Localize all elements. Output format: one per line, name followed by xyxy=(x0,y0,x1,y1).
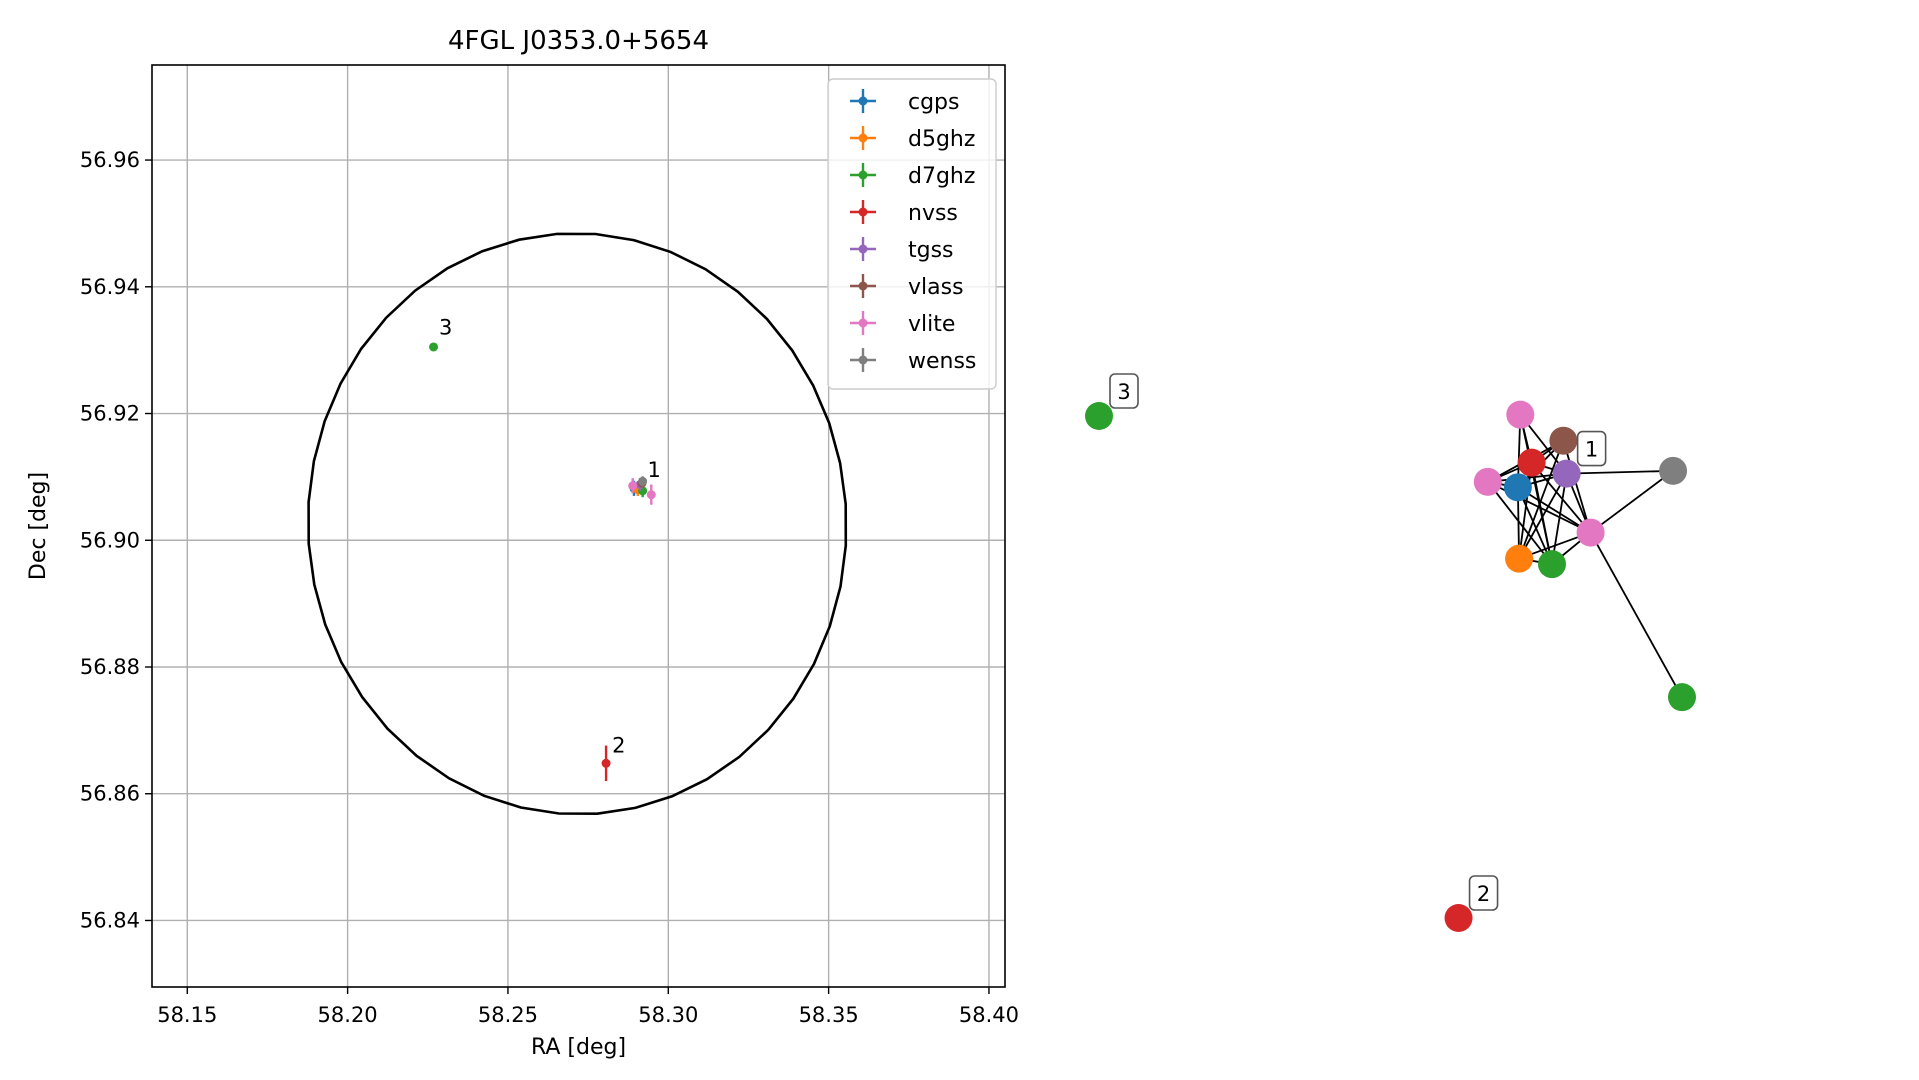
graph-label-box xyxy=(1468,875,1499,911)
y-tick-label: 56.96 xyxy=(80,148,140,172)
network-graph: 1 2 3 xyxy=(1085,373,1696,932)
x-tick-label: 58.30 xyxy=(638,1003,698,1027)
y-tick-label: 56.84 xyxy=(80,908,140,932)
graph-node-vlite_b xyxy=(1473,467,1502,496)
legend-label-tgss: tgss xyxy=(908,238,954,263)
legend: cgps d5ghz d7ghz nvss tgss vlass vlite wenss xyxy=(827,78,997,390)
graph-edge xyxy=(1518,440,1565,559)
legend-label-nvss: nvss xyxy=(908,201,958,226)
point-wenss xyxy=(638,476,648,486)
x-axis-ticks: 58.15 58.20 58.25 58.30 58.35 58.40 xyxy=(157,987,1019,1027)
point-vlite xyxy=(628,481,638,491)
x-tick-label: 58.15 xyxy=(157,1003,217,1027)
x-tick-label: 58.20 xyxy=(318,1003,378,1027)
graph-label-box xyxy=(1576,430,1607,467)
legend-label-d5ghz: d5ghz xyxy=(908,127,975,152)
legend-marker-nvss xyxy=(858,207,868,217)
legend-label-vlite: vlite xyxy=(908,312,955,337)
graph-node-nvss_c xyxy=(1517,448,1546,477)
chart-title: 4FGL J0353.0+5654 xyxy=(448,26,709,56)
x-tick-label: 58.25 xyxy=(478,1003,538,1027)
y-tick-label: 56.94 xyxy=(80,275,140,299)
legend-marker-vlite xyxy=(858,318,868,328)
graph-edge xyxy=(1518,473,1568,560)
y-axis-ticks: 56.84 56.86 56.88 56.90 56.92 56.94 56.96 xyxy=(80,148,152,932)
legend-marker-d5ghz xyxy=(858,133,868,143)
graph-node-tgss xyxy=(1552,459,1581,488)
graph-node-d7ghz_a xyxy=(1537,550,1566,579)
legend-marker-cgps xyxy=(858,96,868,106)
point-nvss xyxy=(601,758,611,768)
y-tick-label: 56.90 xyxy=(80,528,140,552)
legend-marker-tgss xyxy=(858,244,868,254)
legend-marker-vlass xyxy=(858,281,868,291)
y-tick-label: 56.92 xyxy=(80,402,140,426)
graph-node-nvss_2 xyxy=(1444,904,1473,932)
y-tick-label: 56.86 xyxy=(80,782,140,806)
legend-label-wenss: wenss xyxy=(908,349,976,374)
graph-edge xyxy=(1589,532,1683,698)
graph-edge xyxy=(1487,481,1591,534)
plot-frame xyxy=(151,64,1006,988)
graph-edge xyxy=(1551,473,1568,565)
legend-box xyxy=(827,78,997,390)
graph-node-vlite_c xyxy=(1576,518,1605,547)
graph-node-d7ghz_b xyxy=(1668,683,1696,712)
scatter-plot: 4FGL J0353.0+5654 123 58.15 58.20 58.25 58.… xyxy=(26,26,1019,1060)
source-annotations: 1 2 3 xyxy=(439,315,661,757)
graph-label-2: 2 xyxy=(1477,882,1490,906)
graph-edge xyxy=(1590,470,1674,534)
graph-label-3: 3 xyxy=(1117,380,1130,404)
annotation-2: 2 xyxy=(612,734,625,758)
x-tick-label: 58.35 xyxy=(799,1003,859,1027)
graph-edge xyxy=(1517,486,1592,534)
annotation-1: 1 xyxy=(647,458,660,482)
point-vlite xyxy=(646,490,656,500)
graph-node-vlite_a xyxy=(1506,400,1535,429)
legend-marker-d7ghz xyxy=(858,170,868,180)
legend-label-cgps: cgps xyxy=(908,90,960,115)
point-d7ghz xyxy=(429,342,439,352)
y-tick-label: 56.88 xyxy=(80,655,140,679)
legend-label-vlass: vlass xyxy=(908,275,964,300)
graph-node-wenss xyxy=(1659,456,1688,485)
graph-edge xyxy=(1562,440,1592,533)
graph-edge xyxy=(1518,462,1533,559)
legend-marker-wenss xyxy=(858,355,868,365)
ellipse-outline xyxy=(307,232,848,816)
y-axis-label: Dec [deg] xyxy=(26,472,51,580)
graph-label-box xyxy=(1109,373,1139,409)
graph-edge xyxy=(1566,469,1674,475)
localization-ellipse xyxy=(307,232,848,816)
graph-node-labels: 1 2 3 xyxy=(1109,373,1607,911)
annotation-3: 3 xyxy=(439,315,452,339)
graph-nodes xyxy=(1085,400,1696,932)
x-axis-label: RA [deg] xyxy=(531,1035,626,1060)
graph-edge xyxy=(1530,462,1592,534)
legend-label-d7ghz: d7ghz xyxy=(908,164,975,189)
graph-label-1: 1 xyxy=(1585,438,1598,462)
graph-node-cgps xyxy=(1503,473,1532,502)
graph-node-vlass xyxy=(1549,426,1578,455)
graph-node-d7ghz_3 xyxy=(1085,402,1113,430)
x-tick-label: 58.40 xyxy=(959,1003,1019,1027)
data-points xyxy=(429,342,656,782)
graph-node-d5ghz xyxy=(1505,544,1534,573)
